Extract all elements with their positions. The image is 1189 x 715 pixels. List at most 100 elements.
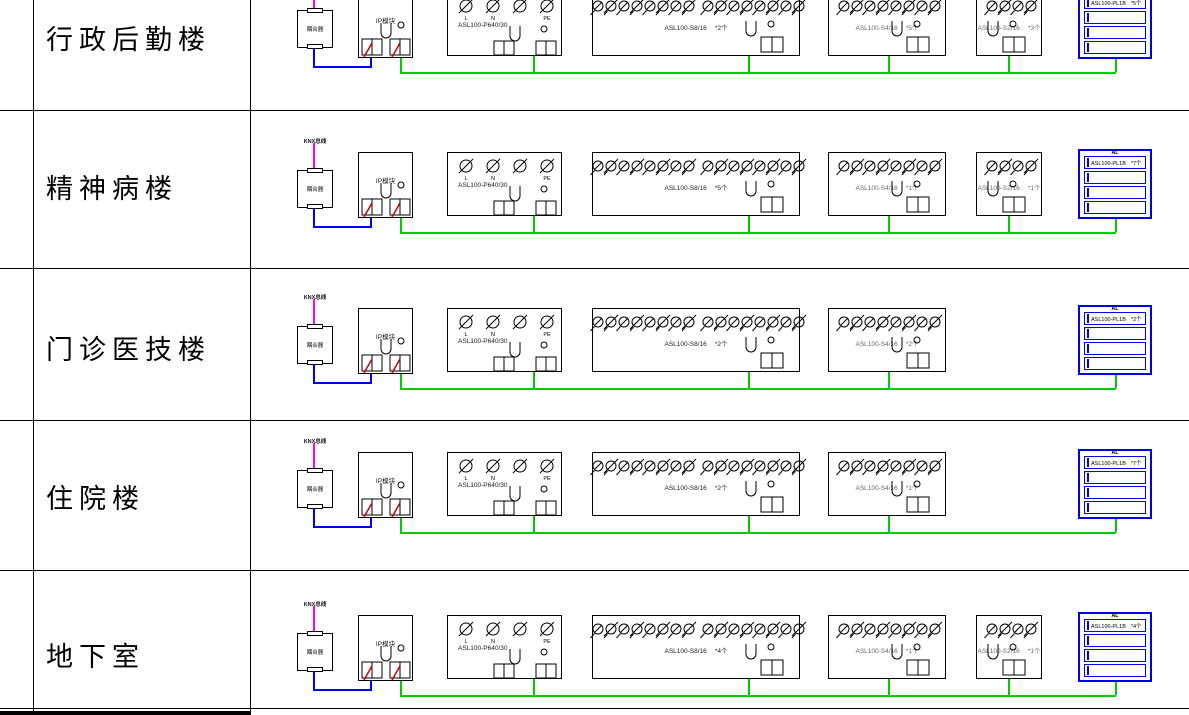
actuator-label: ASL100-S4/16 *5个 — [829, 22, 945, 32]
table-gridline-h2 — [0, 420, 1189, 421]
knx-line-wire-v2 — [370, 58, 372, 67]
ip-gateway-box: IP模块 — [358, 452, 413, 518]
actuator-model: ASL100-S8/16 — [664, 185, 707, 192]
psu-glyphs: L N PE — [458, 621, 557, 679]
svg-text:N: N — [491, 476, 495, 482]
panel-cell — [1084, 486, 1146, 499]
knx-line-wire-h — [313, 689, 372, 691]
power-wire-stub-panel — [1115, 219, 1117, 232]
actuator-model: ASL100-S8/16 — [664, 25, 707, 32]
power-wire-drop — [400, 218, 402, 232]
panel-cell-tick — [1087, 488, 1089, 497]
power-wire-stub-psu — [533, 56, 535, 72]
ip-gateway-box: IP模块 — [358, 0, 413, 58]
bus-coupler-label: 耦合器 — [306, 343, 324, 349]
power-wire-stub-s2 — [1008, 56, 1010, 72]
knx-line-wire-v1 — [313, 508, 315, 527]
actuator-glyphs — [836, 314, 943, 369]
ip-gateway-box: IP模块 — [358, 615, 413, 681]
svg-text:PE: PE — [543, 476, 551, 482]
table-gridline-h3 — [0, 570, 1189, 571]
bus-coupler-label: 耦合器 — [306, 487, 324, 493]
svg-text:N: N — [491, 16, 495, 22]
power-wire-stub-s2 — [1008, 679, 1010, 695]
panel-cell-tick — [1087, 503, 1089, 512]
panel-cell-tick — [1087, 188, 1089, 197]
psu-model-label: ASL100-P640/30 — [458, 338, 508, 345]
power-wire-stub-s8 — [748, 56, 750, 72]
panel-qty: *2个 — [1130, 317, 1142, 323]
svg-text:PE: PE — [543, 176, 551, 182]
panel-cell — [1084, 471, 1146, 484]
panel-header-label: AL — [1111, 306, 1119, 312]
svg-text:L: L — [464, 332, 467, 338]
psu-glyphs: L N PE — [458, 0, 557, 56]
switch-actuator-4ch-box: ASL100-S4/16 *5个 — [828, 0, 946, 56]
panel-cell-tick — [1087, 344, 1089, 353]
power-wire-drop — [400, 374, 402, 388]
svg-text:L: L — [464, 476, 467, 482]
knx-line-wire-v1 — [313, 208, 315, 227]
power-wire-stub-psu — [533, 516, 535, 532]
knx-line-wire-v2 — [370, 374, 372, 383]
panel-cell — [1084, 634, 1146, 647]
knx-line-wire-v1 — [313, 364, 315, 383]
ip-gateway-box: IP模块 — [358, 308, 413, 374]
knx-line-wire-v2 — [370, 681, 372, 690]
power-wire-bus — [400, 532, 1116, 534]
knx-power-supply-box: ASL100-P640/30 L N PE — [447, 452, 562, 516]
bus-coupler-label: 耦合器 — [306, 650, 324, 656]
power-wire-stub-panel — [1115, 682, 1117, 695]
distribution-panel-box: AL ASL100-PL1B *2个 — [1078, 305, 1152, 375]
actuator-glyphs — [590, 314, 807, 369]
coupler-top-notch — [307, 8, 323, 13]
coupler-bottom-notch — [307, 360, 323, 365]
panel-model-line: ASL100-PL1B *2个 — [1091, 315, 1142, 323]
actuator-model: ASL100-S4/16 — [855, 341, 898, 348]
knx-line-wire-h — [313, 226, 372, 228]
bus-coupler-box: 耦合器 — [297, 468, 333, 509]
knx-line-wire-h — [313, 382, 372, 384]
actuator-glyphs — [984, 0, 1038, 53]
knx-trunk-wire — [313, 143, 315, 170]
panel-cell: ASL100-PL1B *5个 — [1084, 0, 1146, 9]
actuator-qty: *2个 — [905, 341, 919, 348]
actuator-qty: *2个 — [714, 25, 728, 32]
knx-trunk-tag: KNX总线 — [303, 602, 327, 608]
power-wire-stub-panel — [1115, 519, 1117, 532]
actuator-label: ASL100-S2/16 *1个 — [977, 645, 1041, 655]
actuator-glyphs — [590, 158, 807, 213]
power-wire-stub-s8 — [748, 516, 750, 532]
power-wire-drop — [400, 518, 402, 532]
actuator-qty: *1个 — [905, 648, 919, 655]
power-wire-stub-s4 — [888, 372, 890, 388]
table-gridline-v-left — [33, 0, 34, 715]
ip-gateway-label: IP模块 — [375, 178, 396, 185]
actuator-qty: *3个 — [1027, 25, 1041, 32]
actuator-label: ASL100-S4/16 *1个 — [829, 645, 945, 655]
panel-cell — [1084, 342, 1146, 355]
actuator-model: ASL100-S4/16 — [855, 485, 898, 492]
actuator-model: ASL100-S4/16 — [855, 25, 898, 32]
actuator-qty: *1个 — [905, 485, 919, 492]
building-label: 行政后勤楼 — [46, 25, 211, 55]
building-label: 住院楼 — [46, 484, 145, 514]
ip-gateway-glyphs — [361, 644, 411, 681]
switch-actuator-2ch-box: ASL100-S2/16 *1个 — [976, 152, 1042, 216]
svg-text:PE: PE — [543, 332, 551, 338]
power-wire-drop — [400, 681, 402, 695]
panel-cell-tick — [1087, 651, 1089, 660]
actuator-label: ASL100-S8/16 *5个 — [593, 182, 799, 192]
coupler-bottom-notch — [307, 667, 323, 672]
svg-text:PE: PE — [543, 639, 551, 645]
actuator-model: ASL100-S8/16 — [664, 485, 707, 492]
panel-cell-tick — [1087, 28, 1089, 37]
actuator-label: ASL100-S4/16 *1个 — [829, 182, 945, 192]
actuator-label: ASL100-S8/16 *2个 — [593, 482, 799, 492]
psu-model-label: ASL100-P640/30 — [458, 482, 508, 489]
actuator-glyphs — [590, 621, 807, 676]
panel-header-label: AL — [1111, 613, 1119, 619]
switch-actuator-4ch-box: ASL100-S4/16 *1个 — [828, 452, 946, 516]
